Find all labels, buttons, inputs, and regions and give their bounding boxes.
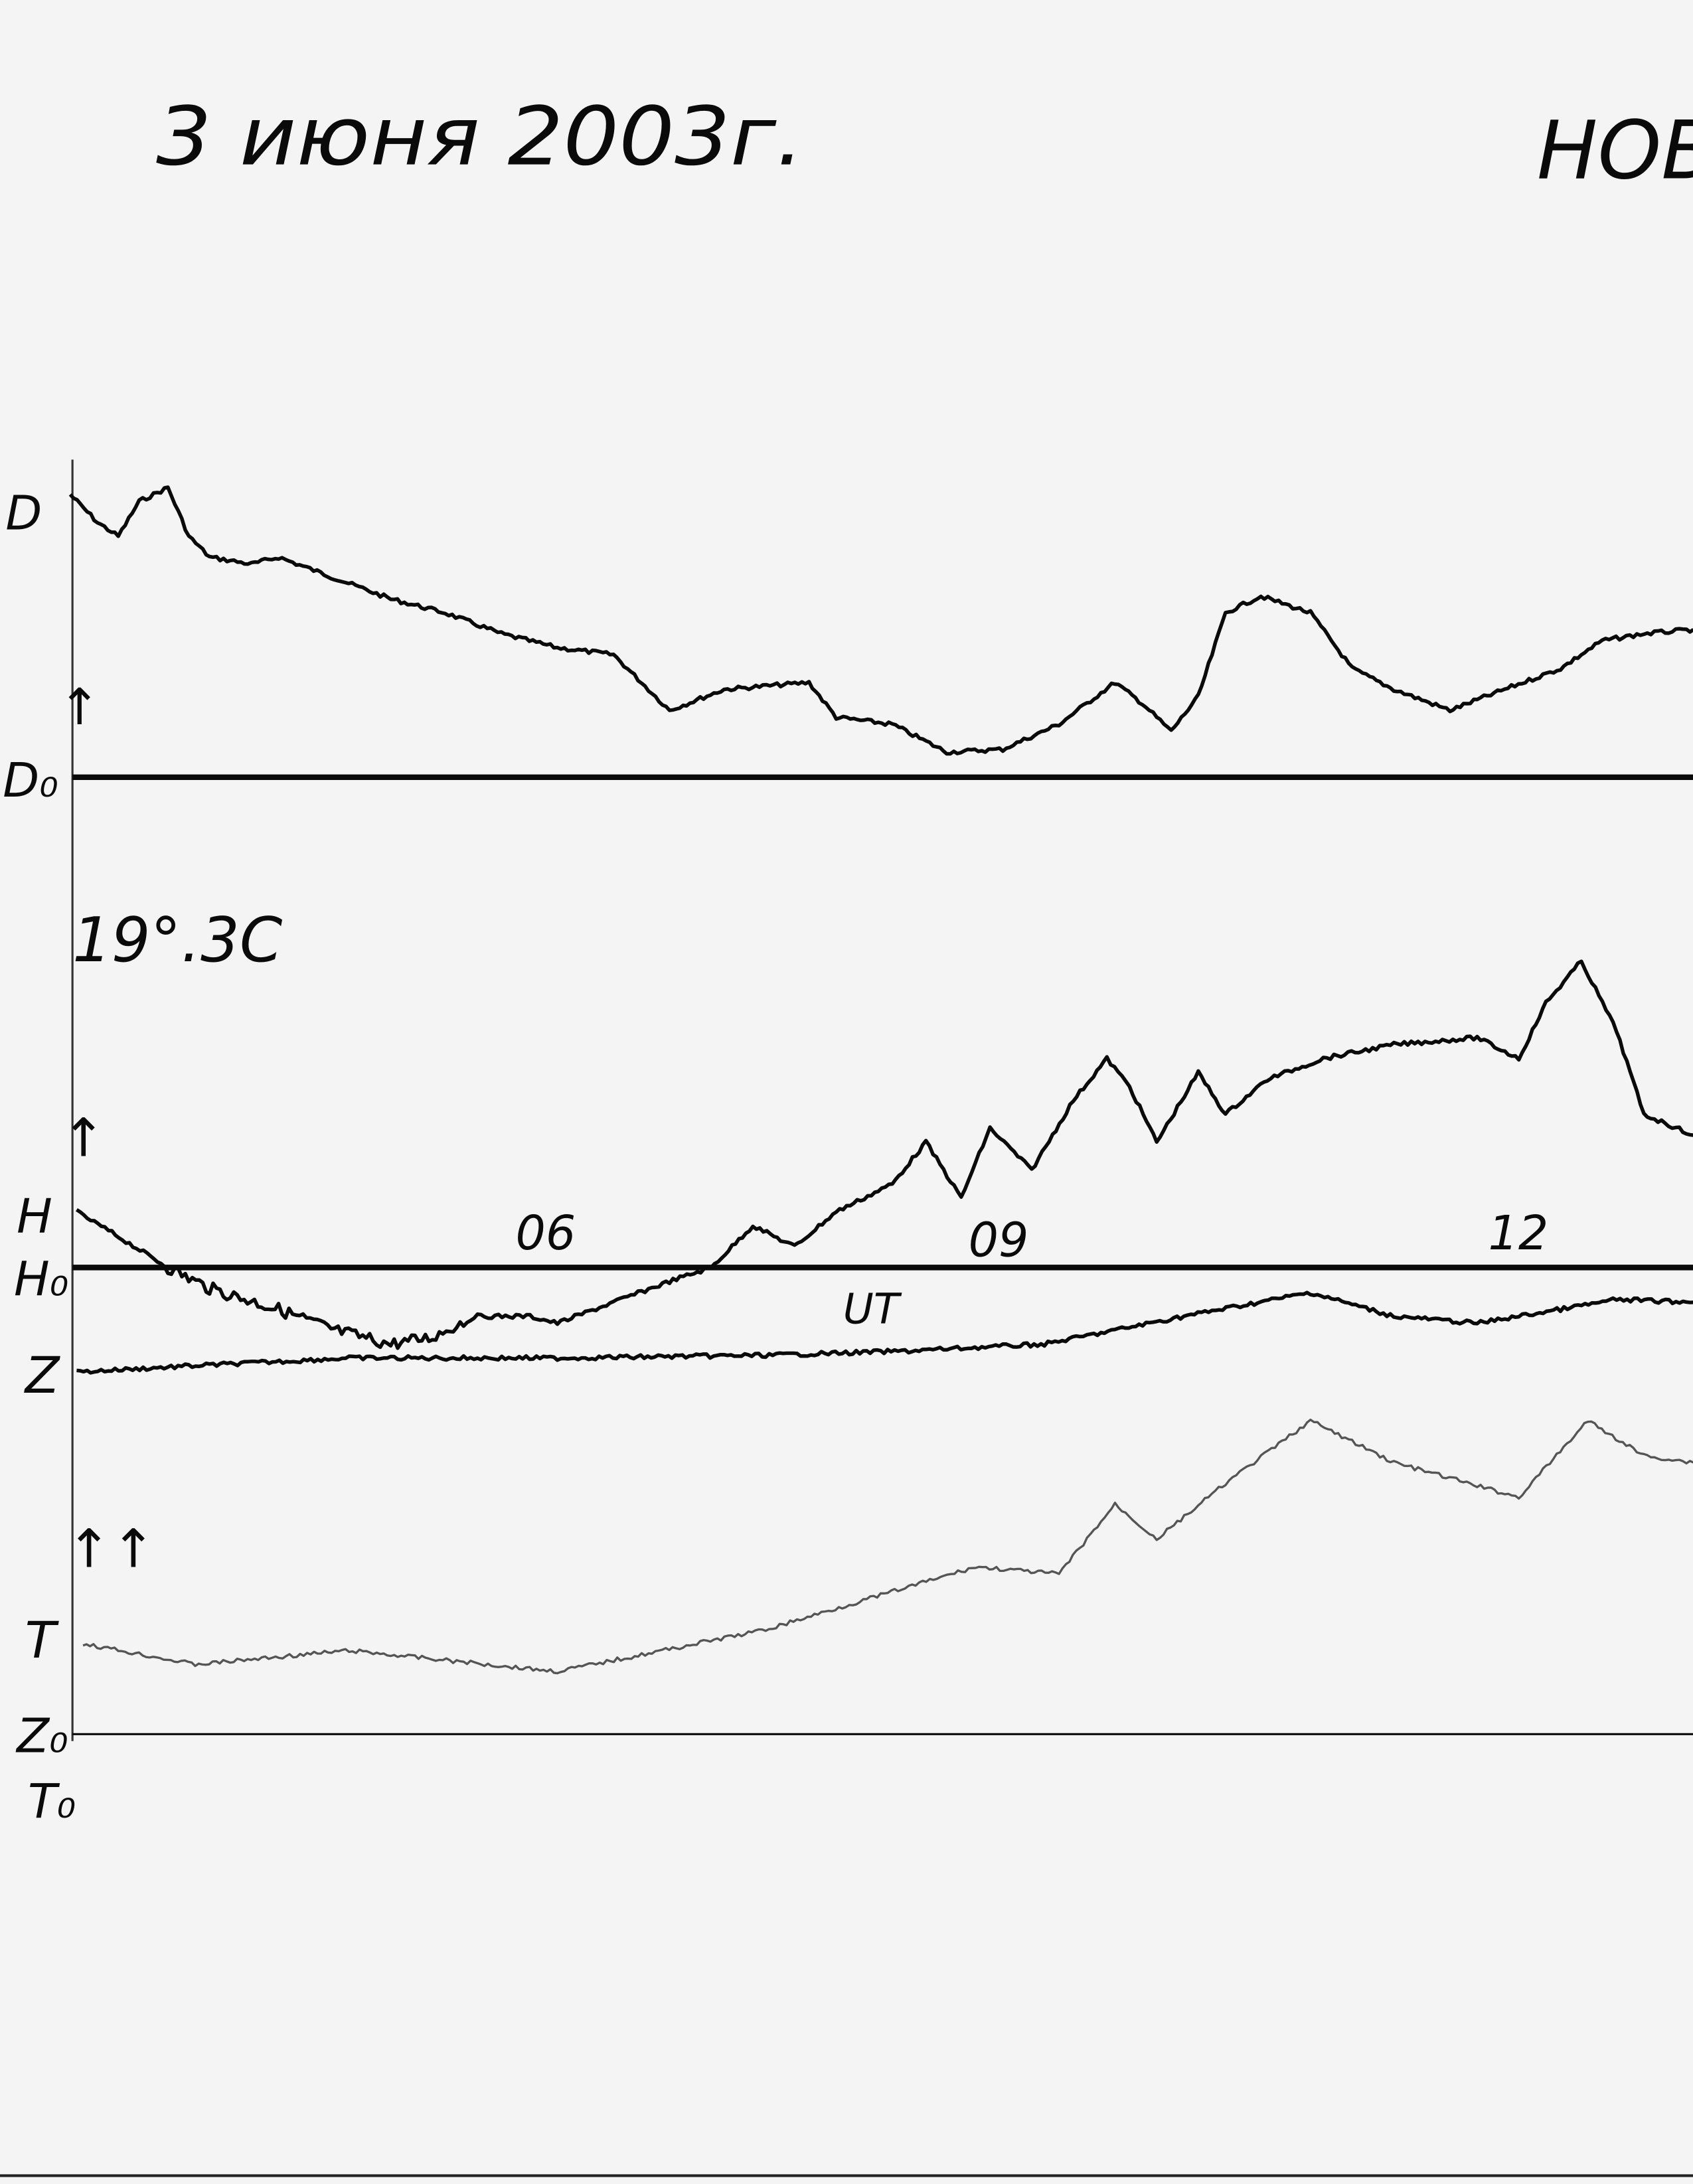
label-z0: Z₀	[15, 1709, 68, 1764]
tick-label-06: 06	[516, 1206, 576, 1261]
date-title: 3 июня 2003г.	[156, 90, 804, 184]
label-z: Z	[24, 1346, 61, 1405]
arrow-h-icon: ↑	[61, 1107, 106, 1169]
trace-t	[82, 1419, 1693, 1675]
tick-label-09: 09	[969, 1213, 1029, 1268]
temperature-label: 19°.3C	[72, 904, 283, 976]
label-h0: H₀	[14, 1251, 68, 1306]
trace-h	[75, 959, 1693, 1350]
tick-label-12: 12	[1488, 1206, 1548, 1261]
label-t0: T₀	[28, 1774, 76, 1829]
label-t: T	[25, 1611, 60, 1670]
double-arrow-icon: ↑↑	[67, 1518, 156, 1580]
label-d0: D₀	[3, 753, 58, 808]
traces	[68, 485, 1693, 1675]
station-name: НОВ	[1537, 104, 1693, 198]
trace-z	[76, 1290, 1693, 1375]
label-d: D	[5, 485, 42, 540]
trace-d	[68, 485, 1693, 756]
x-axis-label-ut: UT	[843, 1285, 902, 1333]
arrow-d-icon: ↑	[58, 678, 100, 736]
label-h: H	[17, 1189, 52, 1244]
